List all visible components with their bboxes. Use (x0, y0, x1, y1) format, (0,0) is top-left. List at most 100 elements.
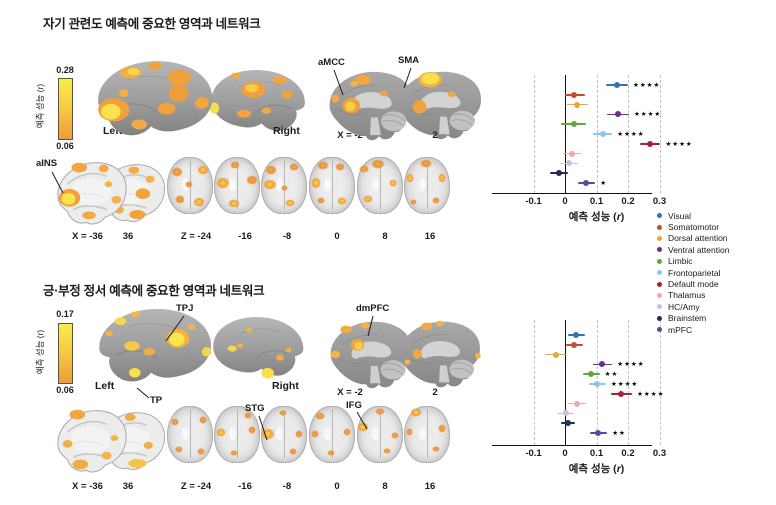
annotation-sma: SMA (398, 55, 420, 66)
brain-sagittal-x-2-self (329, 71, 414, 141)
coord-z-24-self: Z = -24 (180, 231, 212, 242)
legend-label: mPFC (668, 324, 693, 335)
legend-dot (657, 235, 662, 241)
legend-item-ventral-attention: Ventral attention (657, 244, 729, 255)
coord-sagittal-2-valence: 2 (432, 387, 438, 398)
legend-label: Thalamus (668, 290, 706, 301)
axis-zero-line (565, 320, 567, 445)
legend-dot (657, 327, 662, 333)
significance-stars: ★★★★ (633, 111, 662, 119)
legend-item-dorsal-attention: Dorsal attention (657, 233, 729, 244)
colorbar-min-valence: 0.06 (56, 385, 74, 395)
legend-dot (657, 315, 662, 321)
brain-slice-x-36-valence (57, 409, 127, 473)
brain-sagittal-x-2-valence (330, 321, 412, 389)
point-Default mode (647, 140, 654, 147)
legend-item-limbic: Limbic (657, 256, 729, 267)
coord-x36-valence: 36 (122, 481, 134, 492)
axial-slice-z16-valence (404, 406, 450, 463)
point-Limbic (588, 371, 595, 378)
coord-z-8-self: -8 (282, 231, 292, 242)
point-Ventral attention (614, 111, 621, 118)
surface-label-right-valence: Right (272, 380, 299, 392)
x-tick-label: -0.1 (525, 196, 542, 207)
axial-slice-z0-self (309, 157, 355, 214)
colorbar-label-valence: 예측 성능 (r) (35, 329, 45, 375)
panel-self-title: 자기 관련도 예측에 중요한 영역과 네트워크 (43, 17, 261, 31)
colorbar-max-valence: 0.17 (56, 309, 74, 319)
legend-dot (657, 258, 662, 264)
legend-label: Default mode (668, 279, 719, 290)
legend-label: Somatomotor (668, 222, 720, 233)
annotation-dmpfc: dmPFC (356, 303, 390, 314)
legend-item-default-mode: Default mode (657, 278, 729, 289)
legend-dot (657, 247, 662, 253)
point-Thalamus (568, 150, 575, 157)
legend-dot (657, 304, 662, 310)
panel-valence-title: 긍·부정 정서 예측에 중요한 영역과 네트워크 (43, 284, 265, 298)
brain-slice-x36-self (100, 164, 166, 223)
legend-item-thalamus: Thalamus (657, 290, 729, 301)
axial-slice-z-16-self (214, 157, 260, 214)
legend-item-hc-amy: HC/Amy (657, 301, 729, 312)
significance-stars: ★★★★ (617, 361, 645, 369)
legend-item-somatomotor: Somatomotor (657, 221, 729, 232)
legend-dot (657, 213, 662, 219)
x-axis-label: 예측 성능 (r) (568, 463, 625, 475)
significance-stars: ★★★★ (617, 131, 645, 138)
legend-label: Ventral attention (668, 244, 730, 255)
coord-sagittal-2-self: 2 (432, 130, 438, 141)
legend-item-mpfc: mPFC (657, 324, 729, 335)
colorbar-label-self: 예측 성능 (r) (35, 83, 45, 129)
surface-label-right-self: Right (273, 125, 300, 137)
point-mPFC (583, 180, 590, 186)
axial-slice-z8-valence (357, 406, 403, 463)
coord-z0-self: 0 (334, 231, 340, 242)
significance-stars: ★★★★ (610, 381, 639, 388)
annotation-amcc: aMCC (318, 57, 345, 68)
brain-surface-left-lateral-valence (98, 308, 212, 383)
brain-slice-x-36-self (57, 161, 127, 225)
colorbar-self (58, 78, 73, 140)
legend-label: Frontoparietal (668, 267, 721, 278)
gridline (533, 320, 535, 445)
brain-sagittal-x2-valence (399, 320, 481, 388)
x-tick-label: 0 (562, 448, 568, 459)
coord-z16-valence: 16 (424, 481, 436, 492)
x-tick-label: -0.1 (525, 448, 542, 459)
annotation-ains: aINS (36, 158, 58, 169)
axial-slice-z0-valence (309, 406, 355, 463)
axial-slice-z8-self (357, 157, 403, 214)
significance-stars: ★★★★ (637, 390, 665, 398)
legend-label: Limbic (668, 256, 693, 267)
coord-z0-valence: 0 (334, 481, 340, 492)
legend-label: Visual (668, 210, 691, 221)
point-Somatomotor (571, 341, 578, 348)
gridline (628, 75, 629, 193)
annotation-tp: TP (150, 395, 163, 406)
significance-stars: ★★ (612, 430, 626, 437)
brain-surface-left-lateral-self (97, 60, 213, 136)
coord-z-24-valence: Z = -24 (180, 481, 212, 492)
significance-stars: ★★ (604, 371, 619, 379)
gridline (659, 320, 661, 445)
brain-surface-right-lateral-valence (212, 316, 304, 379)
coord-x-36-valence: X = -36 (72, 481, 103, 492)
legend-label: HC/Amy (668, 301, 700, 312)
point-Ventral attention (598, 361, 605, 368)
x-tick-label: 0.1 (589, 448, 604, 459)
gridline (628, 320, 629, 445)
forest-plot-self: -0.1 0 0.1 0.2 0.3 예측 성능 (r) ★★★★ ★★★★ ★★★★ ★★★★ ★ (490, 68, 692, 233)
coord-z-16-self: -16 (238, 231, 252, 242)
point-Visual (573, 332, 580, 338)
gridline (659, 75, 661, 193)
x-tick-label: 0.1 (589, 196, 604, 207)
gridline (533, 75, 535, 193)
legend-label: Brainstem (668, 313, 707, 324)
coord-sagittal-1-self: X = -2 (337, 130, 363, 141)
colorbar-min-self: 0.06 (56, 141, 74, 151)
network-legend: Visual Somatomotor Dorsal attention Ventral… (657, 210, 729, 335)
x-tick-label: 0 (562, 196, 568, 207)
legend-item-brainstem: Brainstem (657, 313, 729, 324)
